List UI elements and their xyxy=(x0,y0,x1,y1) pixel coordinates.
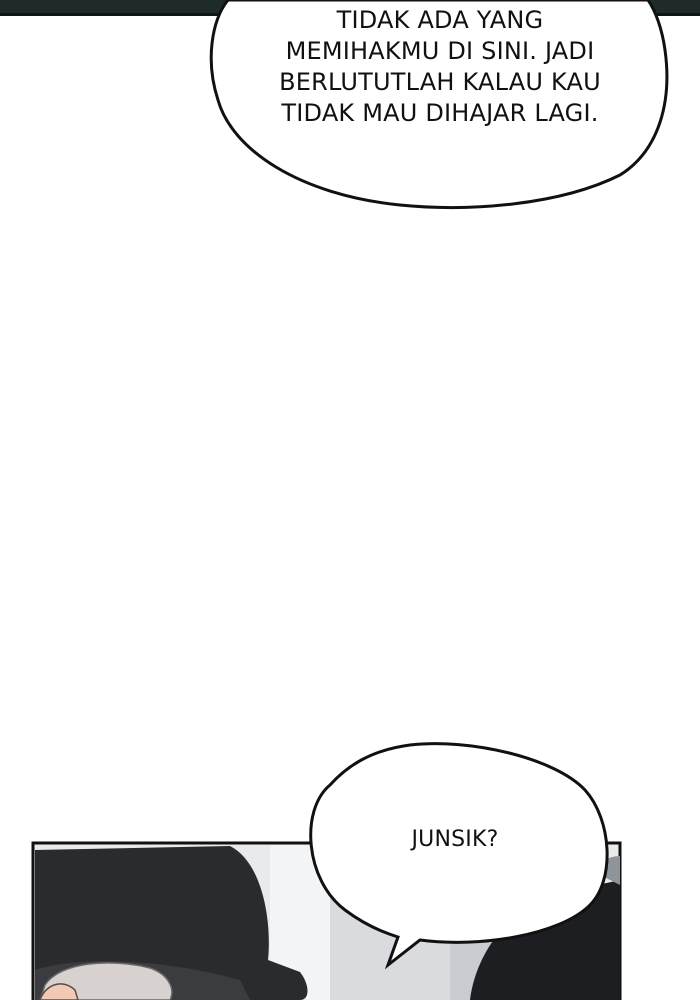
speech-bubble-bottom-text: JUNSIK? xyxy=(411,827,499,852)
speech-bubble-top xyxy=(209,0,669,209)
speech-line: BERLUTUTLAH KALAU KAU xyxy=(279,68,601,96)
speech-line: MEMIHAKMU DI SINI. JADI xyxy=(285,37,595,65)
speech-line: TIDAK ADA YANG xyxy=(336,6,544,34)
speech-bubble-bottom xyxy=(309,742,609,970)
speech-bubble-top-text: TIDAK ADA YANG MEMIHAKMU DI SINI. JADI B… xyxy=(235,5,645,129)
speech-line: TIDAK MAU DIHAJAR LAGI. xyxy=(281,99,599,127)
